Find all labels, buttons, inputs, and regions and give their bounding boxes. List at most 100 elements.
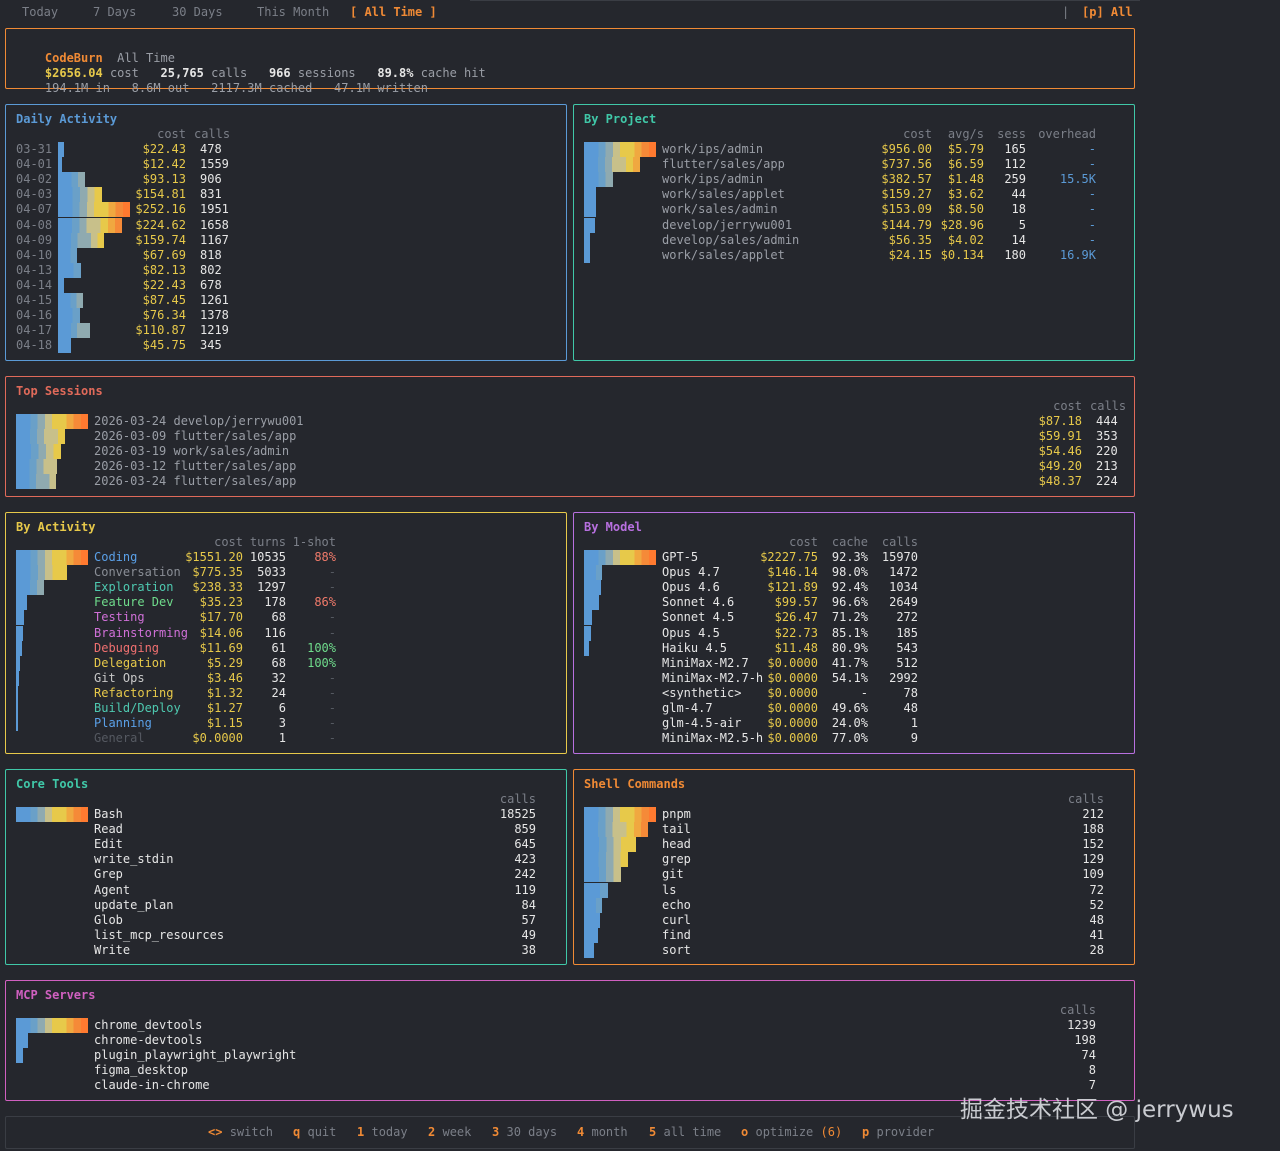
model-name: MiniMax-M2.7-h [662,670,764,685]
model-cost: $0.0000 [767,716,818,731]
activity-cost: $1551.20 [185,550,243,564]
tools-calls: 423 [514,852,536,867]
model-calls: 48 [903,701,918,715]
session-cost: $59.91 [1038,429,1082,444]
day-cost: $159.74 [135,232,186,247]
model-calls: 2992 [889,670,918,685]
model-cache: 49.6% [831,701,868,715]
footer-shortcut[interactable]: 5 all time [649,1125,721,1139]
tools-name: update_plan [94,897,174,912]
shell-calls: 212 [1082,807,1104,821]
model-name: Haiku 4.5 [662,640,728,655]
project-name[interactable]: work/ips/admin [662,172,764,187]
provider-toggle[interactable]: [p] All [1082,5,1133,19]
footer-shortcut[interactable]: <> switch [208,1125,273,1139]
day-calls: 802 [200,262,222,277]
activity-name: Exploration [94,580,174,595]
project-name[interactable]: work/sales/applet [662,187,785,202]
col-header-overhead: overhead [1038,127,1096,141]
shell-name: ls [662,882,677,897]
footer-shortcut[interactable]: q quit [293,1125,336,1139]
day-cost: $93.13 [142,172,186,187]
activity-oneshot: 100% [307,640,336,655]
shortcut-key: p [862,1125,870,1139]
activity-cost: $1.15 [206,716,243,731]
shell-name: head [662,837,691,852]
activity-turns: 24 [271,685,286,700]
project-name[interactable]: flutter/sales/app [662,157,785,172]
model-calls: 1 [910,716,918,731]
day-date: 04-08 [16,217,53,232]
shortcut-label: month [591,1125,628,1139]
tools-name: Glob [94,912,123,927]
tab-30-days[interactable]: 30 Days [172,5,223,19]
day-calls: 1261 [200,293,229,307]
footer-shortcut[interactable]: 1 today [357,1125,408,1139]
tools-calls: 57 [521,912,536,927]
footer-shortcut[interactable]: 2 week [428,1125,471,1139]
mcp-calls: 7 [1088,1078,1096,1093]
model-cache: 92.3% [831,550,868,564]
footer-shortcut[interactable]: p provider [862,1125,934,1139]
day-calls: 678 [200,277,222,292]
day-date: 04-01 [16,157,53,172]
project-cost-bar [584,142,656,157]
footer-shortcut[interactable]: 4 month [577,1125,628,1139]
model-name: Sonnet 4.5 [662,610,735,625]
tab-all-time[interactable]: [ All Time ] [350,5,437,19]
shell-calls-bar [584,852,628,868]
daily-activity-panel: Daily Activity cost calls 03-31 $22.43 478… [5,104,567,361]
shortcut-badge: (6) [813,1125,843,1139]
session-label[interactable]: 2026-03-19 work/sales/admin [94,444,290,459]
model-name: Opus 4.7 [662,565,720,580]
tab-7-days[interactable]: 7 Days [93,5,137,19]
tokens-written-label: written [377,81,428,95]
activity-turns: 10535 [249,550,286,564]
session-label[interactable]: 2026-03-09 flutter/sales/app [94,429,297,444]
project-name[interactable]: work/ips/admin [662,142,764,156]
project-name[interactable]: work/sales/admin [662,202,778,217]
session-cost-bar [16,414,88,429]
panel-title: MCP Servers [16,988,96,1002]
model-cost: $121.89 [767,580,818,595]
session-label[interactable]: 2026-03-24 flutter/sales/app [94,474,297,489]
shell-calls-bar [584,912,600,928]
shell-name: grep [662,852,691,867]
footer-shortcut[interactable]: o optimize (6) [741,1125,842,1139]
shortcut-key: 5 [649,1125,657,1139]
shell-calls: 72 [1089,882,1104,897]
session-label[interactable]: 2026-03-24 develop/jerrywu001 [94,414,304,428]
mcp-name: claude-in-chrome [94,1078,210,1093]
footer-shortcut[interactable]: 3 30 days [492,1125,557,1139]
activity-cost-bar [16,550,88,565]
session-cost: $48.37 [1038,474,1082,489]
activity-cost: $5.29 [206,655,243,670]
model-calls: 2649 [889,595,918,610]
shell-calls-bar [584,897,602,913]
session-label[interactable]: 2026-03-12 flutter/sales/app [94,459,297,474]
day-cost-bar [58,277,64,293]
tab-this-month[interactable]: This Month [257,5,330,19]
day-date: 04-07 [16,202,53,217]
shell-calls: 48 [1089,912,1104,927]
day-cost: $154.81 [135,187,186,202]
day-date: 04-18 [16,338,53,353]
tokens-out-label: out [167,81,190,95]
day-date: 04-03 [16,187,53,202]
project-name[interactable]: develop/jerrywu001 [662,217,793,232]
period-label: All Time [117,51,175,65]
model-name: Sonnet 4.6 [662,595,735,610]
project-overhead: - [1088,187,1096,202]
project-name[interactable]: develop/sales/admin [662,232,800,247]
day-cost: $67.69 [142,247,186,262]
shell-calls: 152 [1082,837,1104,852]
tab-today[interactable]: Today [22,5,59,19]
project-name[interactable]: work/sales/applet [662,247,785,262]
activity-cost-bar [16,610,24,626]
activity-name: Brainstorming [94,625,188,640]
model-calls: 185 [896,625,918,640]
tokens-in: 194.1M [44,81,89,95]
session-cost-bar [16,459,57,475]
tools-name: list_mcp_resources [94,927,225,942]
day-date: 04-09 [16,232,53,247]
